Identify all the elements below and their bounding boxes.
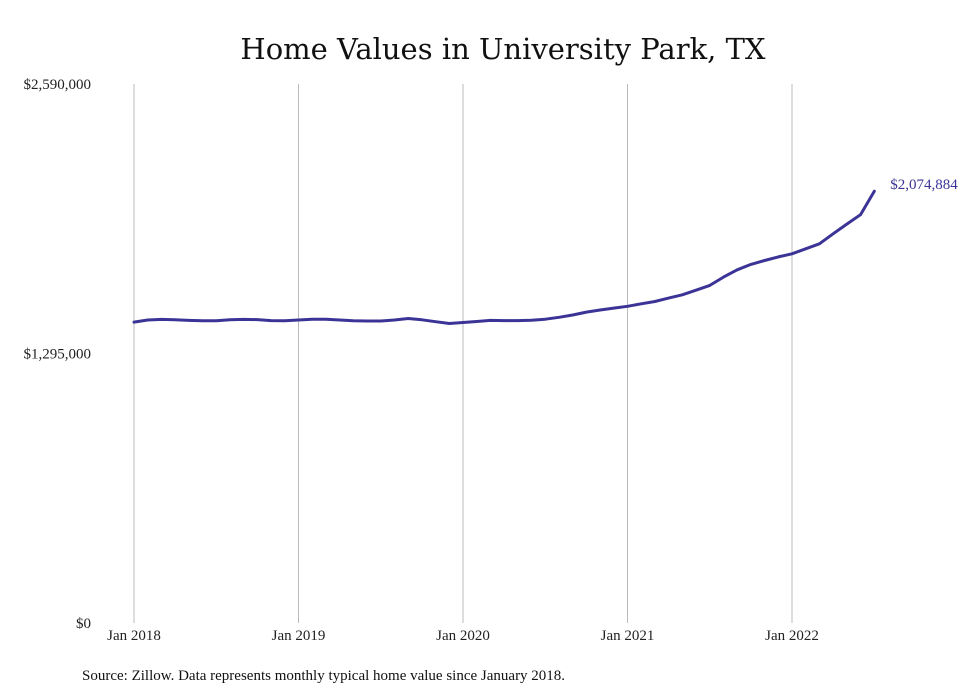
gridlines <box>133 84 793 623</box>
series-line <box>132 189 876 325</box>
y-tick-label: $2,590,000 <box>24 77 92 93</box>
x-tick-label: Jan 2021 <box>601 628 655 644</box>
end-value-label: $2,074,884 <box>890 177 958 193</box>
x-tick-label: Jan 2020 <box>436 628 490 644</box>
y-axis-ticks: $0 $1,295,000 $2,590,000 <box>24 77 92 632</box>
x-tick-label: Jan 2018 <box>107 628 161 644</box>
chart-title: Home Values in University Park, TX <box>240 32 766 66</box>
y-tick-label: $1,295,000 <box>24 347 92 363</box>
x-axis-ticks: Jan 2018 Jan 2019 Jan 2020 Jan 2021 Jan 2022 <box>107 628 819 644</box>
x-tick-label: Jan 2022 <box>765 628 819 644</box>
x-tick-label: Jan 2019 <box>272 628 326 644</box>
y-tick-label: $0 <box>76 616 91 632</box>
source-note: Source: Zillow. Data represents monthly … <box>82 668 566 684</box>
series-group <box>132 189 876 325</box>
